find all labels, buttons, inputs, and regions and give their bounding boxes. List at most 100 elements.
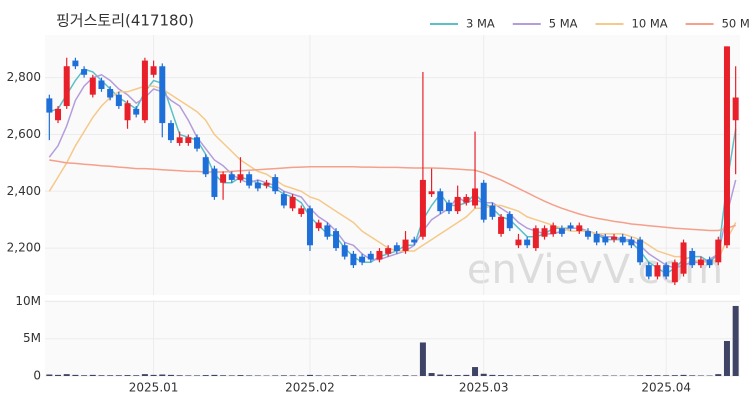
volume-bar [246, 375, 253, 376]
candle-body [159, 66, 166, 124]
legend-label: 50 MA [722, 17, 750, 31]
candle-body [611, 236, 618, 240]
candle-body [185, 137, 192, 143]
candle-body [202, 157, 209, 175]
volume-bar [107, 375, 114, 376]
volume-bar [176, 375, 183, 376]
volume-bar [480, 373, 487, 376]
candle-body [645, 265, 652, 277]
candle-body [480, 182, 487, 220]
candle-body [524, 239, 531, 246]
candle-body [359, 256, 366, 263]
volume-bar [498, 375, 505, 376]
volume-bar [732, 305, 739, 376]
x-tick-label: 2025.04 [641, 381, 691, 395]
volume-bar [419, 342, 426, 376]
volume-bar [63, 374, 70, 376]
candle-body [55, 108, 62, 121]
volume-bar [220, 375, 227, 376]
candle-body [393, 245, 400, 251]
candle-body [133, 108, 140, 115]
candle-body [63, 66, 70, 107]
candle-body [654, 265, 661, 277]
candle-body [341, 245, 348, 257]
volume-bar [98, 375, 105, 376]
volume-bar [237, 375, 244, 376]
candle-body [584, 231, 591, 237]
candle-body [437, 191, 444, 212]
volume-bar [437, 374, 444, 376]
x-tick-label: 2025.01 [129, 381, 179, 395]
watermark: enVievV.com [467, 247, 723, 293]
volume-bar [55, 374, 62, 376]
volume-bar [341, 375, 348, 376]
volume-bar [654, 375, 661, 376]
candle-body [619, 236, 626, 243]
candle-body [706, 259, 713, 266]
candle-body [550, 225, 557, 234]
y-tick-label: 2,400 [7, 184, 41, 198]
volume-bar [115, 375, 122, 376]
volume-bar [211, 374, 218, 376]
candle-body [489, 205, 496, 217]
candle-body [637, 239, 644, 263]
volume-bar [167, 374, 174, 376]
candle-body [237, 174, 244, 180]
candle-body [246, 174, 253, 186]
candle-body [89, 77, 96, 95]
candle-body [697, 259, 704, 266]
x-tick-label: 2025.03 [459, 381, 509, 395]
candle-body [689, 250, 696, 266]
volume-bar [454, 375, 461, 376]
candle-body [272, 177, 279, 192]
volume-bar [567, 375, 574, 376]
volume-bar [159, 374, 166, 376]
candle-body [167, 123, 174, 141]
volume-bar [411, 375, 418, 376]
candle-body [124, 103, 131, 121]
candle-body [115, 94, 122, 107]
ma-line [49, 159, 736, 232]
candle-body [107, 88, 114, 98]
volume-bar [306, 374, 313, 376]
volume-bar [689, 375, 696, 376]
candle-body [315, 222, 322, 229]
candle-body [732, 97, 739, 121]
candle-body [663, 265, 670, 277]
candle-body [671, 262, 678, 283]
legend-label: 5 MA [549, 17, 578, 31]
candle-body [81, 69, 88, 75]
candle-body [176, 137, 183, 143]
volume-bar [506, 375, 513, 376]
candle-body [498, 216, 505, 234]
volume-bar [697, 375, 704, 376]
candle-body [194, 137, 201, 149]
candle-body [628, 239, 635, 246]
candle-body [402, 239, 409, 251]
volume-tick-label: 0 [33, 369, 41, 383]
volume-bar [489, 374, 496, 376]
chart-title: 핑거스토리(417180) [56, 12, 194, 30]
candle-body [411, 239, 418, 243]
volume-bar [402, 375, 409, 376]
legend-label: 10 MA [632, 17, 668, 31]
volume-bar [715, 374, 722, 376]
candle-body [593, 233, 600, 243]
volume-bar [150, 374, 157, 376]
volume-tick-label: 5M [23, 331, 41, 345]
candle-body [98, 80, 105, 89]
candle-body [46, 98, 53, 113]
volume-bar [254, 375, 261, 376]
volume-bar [272, 375, 279, 376]
volume-bar [515, 375, 522, 376]
volume-bar [350, 375, 357, 376]
candle-body [263, 182, 270, 186]
candle-body [150, 66, 157, 75]
x-tick-label: 2025.02 [285, 381, 335, 395]
volume-bar [228, 375, 235, 376]
volume-bar [141, 374, 148, 376]
volume-bar [550, 375, 557, 376]
volume-bar [532, 375, 539, 376]
candle-body [567, 225, 574, 229]
volume-bar [472, 367, 479, 376]
